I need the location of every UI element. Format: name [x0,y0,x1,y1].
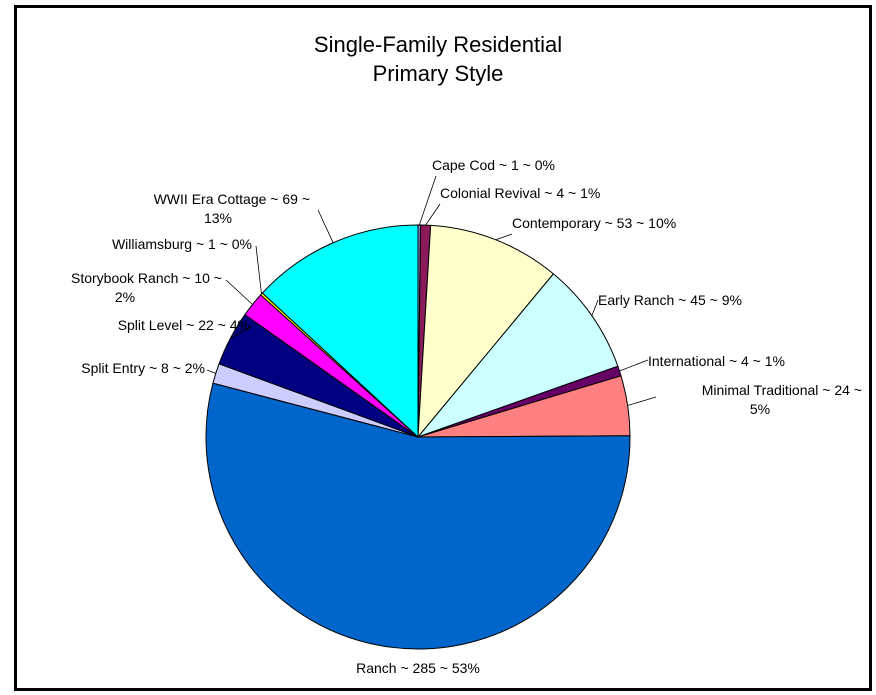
pie-slice-ranch [205,382,631,650]
leader-line-minimal-traditional [627,396,657,406]
pie-slice-wwii-era-cottage [261,224,419,439]
leader-line-international [619,359,649,372]
slice-label-split-level: Split Level ~ 22 ~ 4% [118,317,250,333]
slice-label-colonial-revival: Colonial Revival ~ 4 ~ 1% [440,185,600,201]
leader-line-storybook-ranch [225,279,253,305]
leader-line-colonial-revival [425,203,441,226]
slice-label-wwii-era-cottage-line-2: 13% [204,210,232,226]
slice-label-minimal-traditional-line-2: 5% [750,401,770,417]
leader-line-split-entry [206,369,216,374]
leader-line-williamsburg [255,245,262,295]
slice-label-minimal-traditional: Minimal Traditional ~ 24 ~ [702,382,862,398]
slice-label-contemporary: Contemporary ~ 53 ~ 10% [512,215,676,231]
leader-line-wwii-era-cottage [317,209,334,243]
slice-label-williamsburg: Williamsburg ~ 1 ~ 0% [112,236,252,252]
leader-line-early-ranch [591,299,599,316]
pie-slice-contemporary [417,224,555,439]
slice-label-early-ranch: Early Ranch ~ 45 ~ 9% [598,292,742,308]
slice-label-storybook-ranch-line-2: 2% [115,289,135,305]
leader-line-cape-cod [418,175,437,226]
chart-title-line-1: Single-Family Residential [313,32,563,57]
leader-line-split-level [230,325,253,339]
slice-label-wwii-era-cottage: WWII Era Cottage ~ 69 ~ [154,191,310,207]
pie-slice-early-ranch [416,273,619,439]
slice-label-ranch: Ranch ~ 285 ~ 53% [356,660,480,676]
chart-title-line-2: Primary Style [372,61,504,86]
leader-line-contemporary [495,233,513,241]
slice-label-split-entry: Split Entry ~ 8 ~ 2% [81,360,205,376]
slice-label-storybook-ranch: Storybook Ranch ~ 10 ~ [71,270,222,286]
slice-label-international: International ~ 4 ~ 1% [648,353,785,369]
slice-label-cape-cod: Cape Cod ~ 1 ~ 0% [432,157,555,173]
